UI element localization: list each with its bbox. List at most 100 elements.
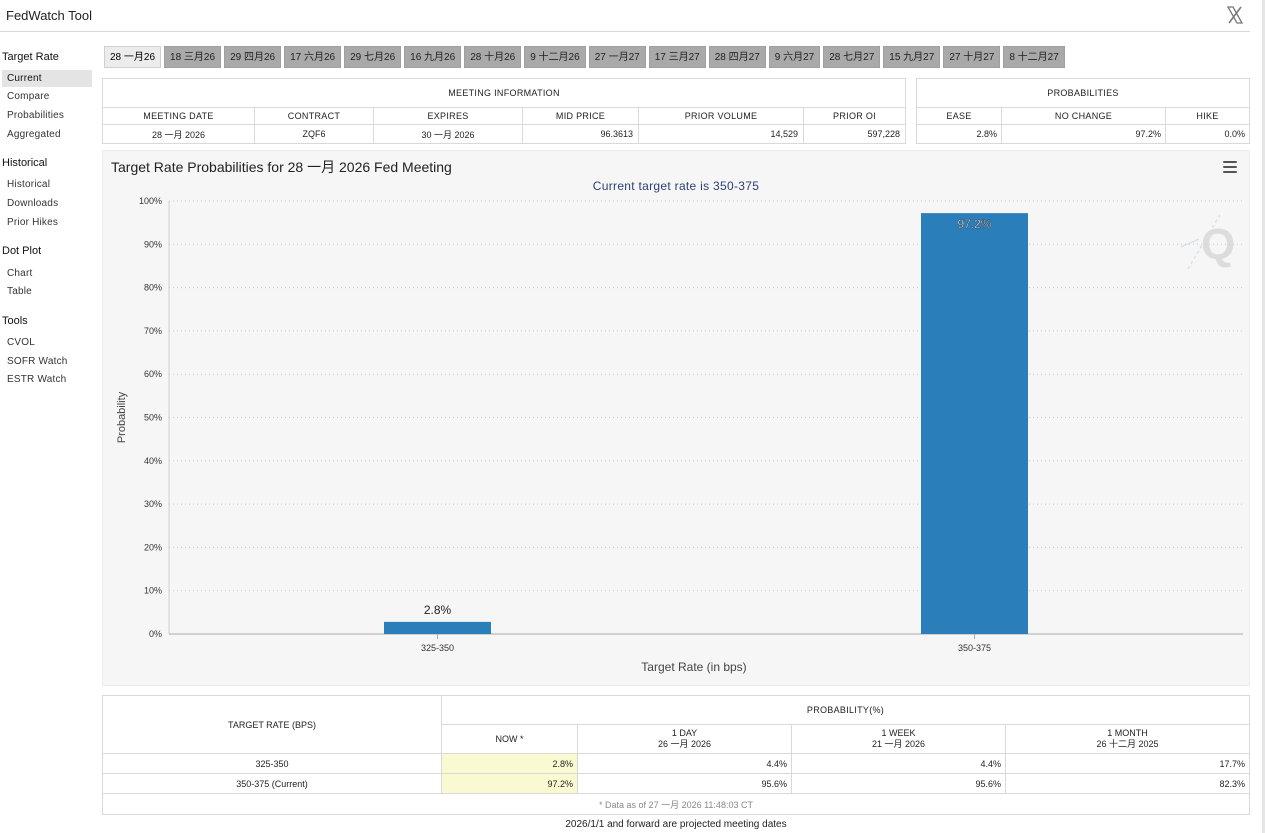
y-tick-label: 10% [144,586,162,596]
col-prior-volume: PRIOR VOLUME [638,107,804,125]
cell-expires: 30 一月 2026 [373,124,523,144]
tab-meeting-6[interactable]: 28 十月26 [464,46,522,68]
tab-meeting-4[interactable]: 29 七月26 [344,46,402,68]
y-tick-label: 40% [144,456,162,466]
x-axis-title: Target Rate (in bps) [641,660,746,674]
chart-menu-icon[interactable] [1223,161,1237,173]
cell-hike: 0.0% [1165,124,1250,144]
cell-1-day: 95.6% [577,773,792,794]
meeting-information-table: MEETING INFORMATION MEETING DATE CONTRAC… [102,78,906,144]
sidebar-item-aggregated[interactable]: Aggregated [7,129,61,140]
cell-no-change: 97.2% [1001,124,1166,144]
meeting-information-heading: MEETING INFORMATION [102,78,906,108]
meeting-tabs: 28 一月26 18 三月26 29 四月26 17 六月26 29 七月26 … [104,46,1065,68]
col-expires: EXPIRES [373,107,523,125]
chart-title: Target Rate Probabilities for 28 一月 2026… [111,159,452,175]
cell-1-week: 95.6% [791,773,1006,794]
tab-meeting-2[interactable]: 29 四月26 [224,46,282,68]
sidebar-heading-dot-plot: Dot Plot [2,245,42,257]
cell-1-day: 4.4% [577,753,792,774]
sidebar-item-estr-watch[interactable]: ESTR Watch [7,374,67,385]
tab-meeting-8[interactable]: 27 一月27 [588,46,646,68]
col-now: NOW * [441,724,578,754]
sidebar-item-table[interactable]: Table [7,286,32,297]
data-label: 97.2% [957,217,991,231]
table-row: 325-350 2.8% 4.4% 4.4% 17.7% [102,753,1250,774]
probabilities-table: PROBABILITIES EASE NO CHANGE HIKE 2.8% 9… [916,78,1250,144]
cell-prior-oi: 597,228 [803,124,906,144]
y-tick-label: 60% [144,369,162,379]
tab-meeting-9[interactable]: 17 三月27 [648,46,706,68]
tab-meeting-15[interactable]: 8 十二月27 [1003,46,1065,68]
cell-mid-price: 96.3613 [522,124,639,144]
col-ease: EASE [916,107,1002,125]
sidebar-item-historical[interactable]: Historical [7,179,51,190]
cell-now: 2.8% [441,753,578,774]
svg-text:Q: Q [1201,220,1235,269]
title-bar: FedWatch Tool [0,0,1250,32]
tab-meeting-10[interactable]: 28 四月27 [708,46,766,68]
col-target-rate-bps: TARGET RATE (BPS) [102,695,442,754]
cell-1-month: 17.7% [1005,753,1250,774]
tab-meeting-14[interactable]: 27 十月27 [943,46,1001,68]
col-contract: CONTRACT [254,107,374,125]
sidebar-item-cvol[interactable]: CVOL [7,337,36,348]
sidebar-heading-tools: Tools [2,315,28,327]
col-prior-oi: PRIOR OI [803,107,906,125]
bar-325-350 [384,621,491,634]
cell-meeting-date: 28 一月 2026 [102,124,255,144]
cell-1-month: 82.3% [1005,773,1250,794]
cell-rate: 325-350 [102,753,442,774]
watermark-q-icon: Q [1180,212,1235,270]
col-probability-pct: PROBABILITY(%) [441,695,1250,725]
chart-panel: Target Rate Probabilities for 28 一月 2026… [102,150,1250,686]
sidebar-item-current[interactable]: Current [2,70,92,87]
sidebar-item-chart[interactable]: Chart [7,268,33,279]
probabilities-heading: PROBABILITIES [916,78,1250,108]
cell-contract: ZQF6 [254,124,374,144]
col-1-month: 1 MONTH 26 十二月 2025 [1005,724,1250,754]
footer-note: 2026/1/1 and forward are projected meeti… [565,819,787,830]
tab-meeting-5[interactable]: 16 九月26 [404,46,462,68]
table-row: 350-375 (Current) 97.2% 95.6% 95.6% 82.3… [102,773,1250,794]
tab-meeting-3[interactable]: 17 六月26 [284,46,342,68]
col-1-day: 1 DAY 26 一月 2026 [577,724,792,754]
cell-prior-volume: 14,529 [638,124,804,144]
data-as-of-note: * Data as of 27 一月 2026 11:48:03 CT [102,793,1250,815]
meeting-row: 28 一月 2026 ZQF6 30 一月 2026 96.3613 14,52… [102,124,906,144]
cell-rate: 350-375 (Current) [102,773,442,794]
cell-ease: 2.8% [916,124,1002,144]
col-mid-price: MID PRICE [522,107,639,125]
data-label: 2.8% [424,603,452,617]
sidebar-item-prior-hikes[interactable]: Prior Hikes [7,217,59,228]
app-title: FedWatch Tool [6,8,92,23]
sidebar-heading-historical: Historical [2,157,48,169]
x-tick-label: 350-375 [958,643,991,653]
tab-meeting-1[interactable]: 18 三月26 [164,46,222,68]
y-tick-label: 30% [144,499,162,509]
window-scrollbar[interactable] [1262,0,1265,833]
tab-meeting-11[interactable]: 9 六月27 [768,46,821,68]
y-tick-label: 0% [149,629,162,639]
col-1-week: 1 WEEK 21 一月 2026 [791,724,1006,754]
y-tick-label: 90% [144,239,162,249]
tab-meeting-13[interactable]: 15 九月27 [883,46,941,68]
tab-meeting-0[interactable]: 28 一月26 [104,46,162,68]
y-tick-label: 100% [139,196,162,206]
y-tick-label: 70% [144,326,162,336]
y-tick-label: 20% [144,542,162,552]
tab-meeting-7[interactable]: 9 十二月26 [524,46,586,68]
sidebar-heading-target-rate: Target Rate [2,51,59,63]
y-axis-title: Probability [116,391,128,443]
sidebar-item-downloads[interactable]: Downloads [7,198,59,209]
sidebar-item-compare[interactable]: Compare [7,91,50,102]
bar-350-375 [921,213,1028,634]
sidebar-item-sofr-watch[interactable]: SOFR Watch [7,356,68,367]
close-x-icon[interactable] [1226,5,1244,25]
col-meeting-date: MEETING DATE [102,107,255,125]
probabilities-row: 2.8% 97.2% 0.0% [916,124,1250,144]
sidebar-item-probabilities[interactable]: Probabilities [7,110,65,121]
y-tick-label: 50% [144,413,162,423]
chart-svg: Q 0% 10% 20% 30% 40% 50% 60% 70% 80% 90% 100% 325-3… [116,196,1243,674]
tab-meeting-12[interactable]: 28 七月27 [823,46,881,68]
